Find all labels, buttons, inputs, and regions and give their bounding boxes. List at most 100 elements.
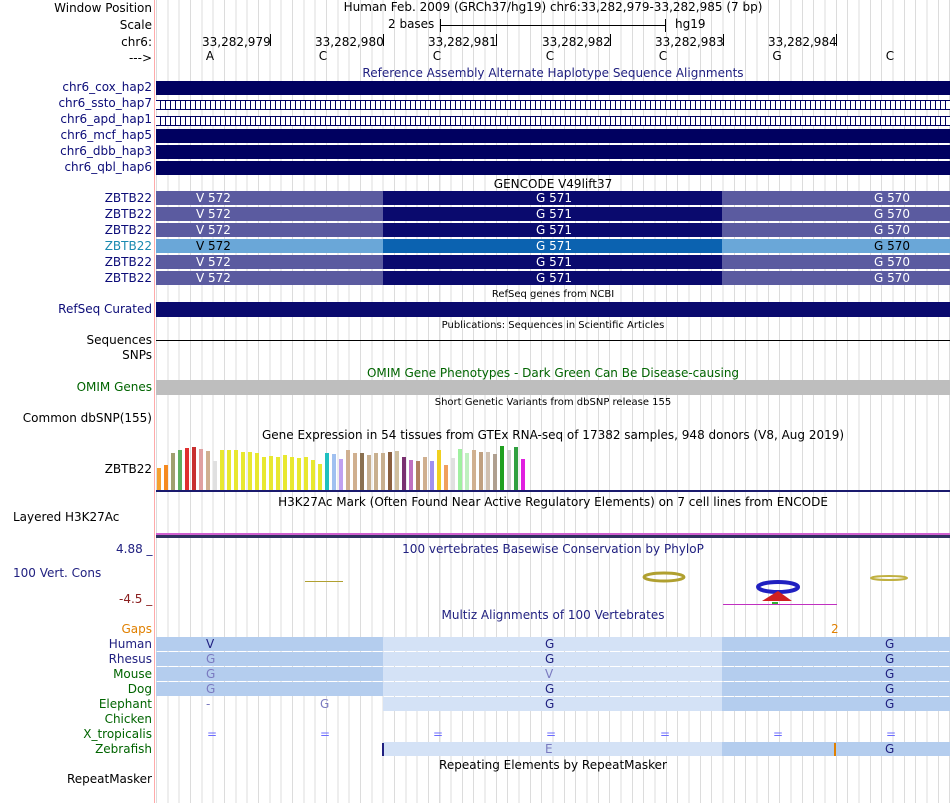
gtex-tissue-bar[interactable] — [220, 450, 224, 490]
gtex-tissue-bar[interactable] — [374, 453, 378, 490]
omim-gene-bar[interactable] — [156, 380, 950, 395]
gtex-tissue-bar[interactable] — [248, 452, 252, 490]
gtex-tissue-bar[interactable] — [178, 450, 182, 490]
haplotype-bar[interactable] — [156, 161, 950, 175]
refseq-label[interactable]: RefSeq Curated — [58, 302, 152, 316]
gtex-label[interactable]: ZBTB22 — [104, 462, 152, 476]
gencode-row-label[interactable]: ZBTB22 — [104, 191, 152, 205]
species-label[interactable]: Human — [108, 637, 152, 651]
gtex-tissue-bar[interactable] — [339, 459, 343, 490]
gtex-tissue-bar[interactable] — [514, 447, 518, 490]
gtex-tissue-bar[interactable] — [318, 464, 322, 490]
gencode-exon-segment[interactable] — [722, 255, 950, 269]
gtex-tissue-bar[interactable] — [430, 461, 434, 490]
gtex-tissue-bar[interactable] — [465, 453, 469, 490]
gtex-tissue-bar[interactable] — [192, 447, 196, 490]
haplotype-label[interactable]: chr6_qbl_hap6 — [64, 160, 152, 174]
gencode-exon-segment[interactable] — [156, 239, 383, 253]
gtex-tissue-bar[interactable] — [276, 457, 280, 490]
gtex-tissue-bar[interactable] — [493, 454, 497, 490]
gtex-tissue-bar[interactable] — [262, 457, 266, 490]
gencode-exon-segment[interactable] — [722, 191, 950, 205]
h3k27-title[interactable]: H3K27Ac Mark (Often Found Near Active Re… — [278, 495, 828, 509]
gtex-tissue-bar[interactable] — [472, 450, 476, 490]
gtex-tissue-bar[interactable] — [332, 454, 336, 490]
gencode-row-label[interactable]: ZBTB22 — [104, 223, 152, 237]
refseq-title[interactable]: RefSeq genes from NCBI — [491, 289, 615, 300]
gtex-tissue-bar[interactable] — [164, 465, 168, 490]
gtex-tissue-bar[interactable] — [437, 450, 441, 490]
species-label[interactable]: Dog — [127, 682, 152, 696]
sequences-label[interactable]: Sequences — [86, 333, 152, 347]
gtex-tissue-bar[interactable] — [486, 452, 490, 490]
gtex-tissue-bar[interactable] — [255, 453, 259, 490]
gtex-tissue-bar[interactable] — [311, 460, 315, 490]
haplotype-label[interactable]: chr6_cox_hap2 — [62, 80, 152, 94]
gtex-tissue-bar[interactable] — [185, 448, 189, 490]
gencode-exon-segment[interactable] — [722, 223, 950, 237]
gtex-tissue-bar[interactable] — [241, 452, 245, 490]
gencode-exon-segment[interactable] — [722, 239, 950, 253]
gtex-tissue-bar[interactable] — [199, 449, 203, 490]
gtex-tissue-bar[interactable] — [388, 452, 392, 490]
species-label[interactable]: Rhesus — [108, 652, 152, 666]
gencode-row-label[interactable]: ZBTB22 — [104, 207, 152, 221]
gtex-tissue-bar[interactable] — [479, 452, 483, 490]
gtex-tissue-bar[interactable] — [451, 458, 455, 490]
gtex-tissue-bar[interactable] — [402, 457, 406, 490]
haplotype-bar[interactable] — [156, 116, 950, 126]
haplotype-label[interactable]: chr6_apd_hap1 — [60, 112, 152, 126]
snps-label[interactable]: SNPs — [122, 348, 152, 362]
haplotype-label[interactable]: chr6_dbb_hap3 — [60, 144, 152, 158]
multiz-title[interactable]: Multiz Alignments of 100 Vertebrates — [441, 608, 665, 622]
haplotype-bar[interactable] — [156, 145, 950, 159]
gtex-tissue-bar[interactable] — [171, 453, 175, 490]
gaps-label[interactable]: Gaps — [121, 622, 152, 636]
haplotype-label[interactable]: chr6_mcf_hap5 — [60, 128, 153, 142]
omim-label[interactable]: OMIM Genes — [76, 380, 152, 394]
gtex-tissue-bar[interactable] — [283, 455, 287, 490]
gtex-tissue-bar[interactable] — [346, 450, 350, 490]
gtex-tissue-bar[interactable] — [507, 450, 511, 490]
haplotype-label[interactable]: chr6_ssto_hap7 — [58, 96, 152, 110]
gtex-tissue-bar[interactable] — [353, 453, 357, 490]
haplotype-bar[interactable] — [156, 100, 950, 110]
gtex-tissue-bar[interactable] — [367, 455, 371, 490]
repeat-title[interactable]: Repeating Elements by RepeatMasker — [439, 758, 667, 772]
gencode-exon-segment[interactable] — [383, 207, 722, 221]
gencode-exon-segment[interactable] — [383, 271, 722, 285]
omim-title[interactable]: OMIM Gene Phenotypes - Dark Green Can Be… — [366, 366, 740, 380]
gtex-bars[interactable] — [156, 444, 556, 490]
gencode-row-label[interactable]: ZBTB22 — [104, 239, 152, 253]
gencode-exon-segment[interactable] — [383, 255, 722, 269]
gtex-tissue-bar[interactable] — [227, 450, 231, 490]
gtex-tissue-bar[interactable] — [423, 457, 427, 490]
gtex-tissue-bar[interactable] — [458, 449, 462, 490]
gtex-tissue-bar[interactable] — [304, 457, 308, 490]
species-label[interactable]: X_tropicalis — [83, 727, 152, 741]
gtex-tissue-bar[interactable] — [500, 446, 504, 490]
gencode-exon-segment[interactable] — [722, 207, 950, 221]
gtex-tissue-bar[interactable] — [297, 458, 301, 490]
gencode-exon-segment[interactable] — [156, 271, 383, 285]
gtex-tissue-bar[interactable] — [206, 451, 210, 490]
species-label[interactable]: Chicken — [104, 712, 152, 726]
gencode-title[interactable]: GENCODE V49lift37 — [493, 177, 613, 191]
repeat-label[interactable]: RepeatMasker — [66, 772, 152, 786]
ref-alt-title[interactable]: Reference Assembly Alternate Haplotype S… — [362, 66, 744, 80]
gtex-tissue-bar[interactable] — [409, 460, 413, 490]
h3k27-label[interactable]: Layered H3K27Ac — [13, 510, 120, 524]
pubs-title[interactable]: Publications: Sequences in Scientific Ar… — [441, 320, 665, 331]
gtex-tissue-bar[interactable] — [360, 453, 364, 490]
gtex-tissue-bar[interactable] — [213, 461, 217, 490]
gtex-title[interactable]: Gene Expression in 54 tissues from GTEx … — [261, 428, 845, 442]
gencode-row-label[interactable]: ZBTB22 — [104, 271, 152, 285]
gtex-tissue-bar[interactable] — [157, 468, 161, 490]
species-label[interactable]: Zebrafish — [95, 742, 152, 756]
species-label[interactable]: Elephant — [98, 697, 152, 711]
gencode-exon-segment[interactable] — [383, 239, 722, 253]
gencode-row-label[interactable]: ZBTB22 — [104, 255, 152, 269]
gtex-tissue-bar[interactable] — [269, 456, 273, 490]
cons-title[interactable]: 100 vertebrates Basewise Conservation by… — [402, 542, 704, 556]
gtex-tissue-bar[interactable] — [395, 451, 399, 490]
